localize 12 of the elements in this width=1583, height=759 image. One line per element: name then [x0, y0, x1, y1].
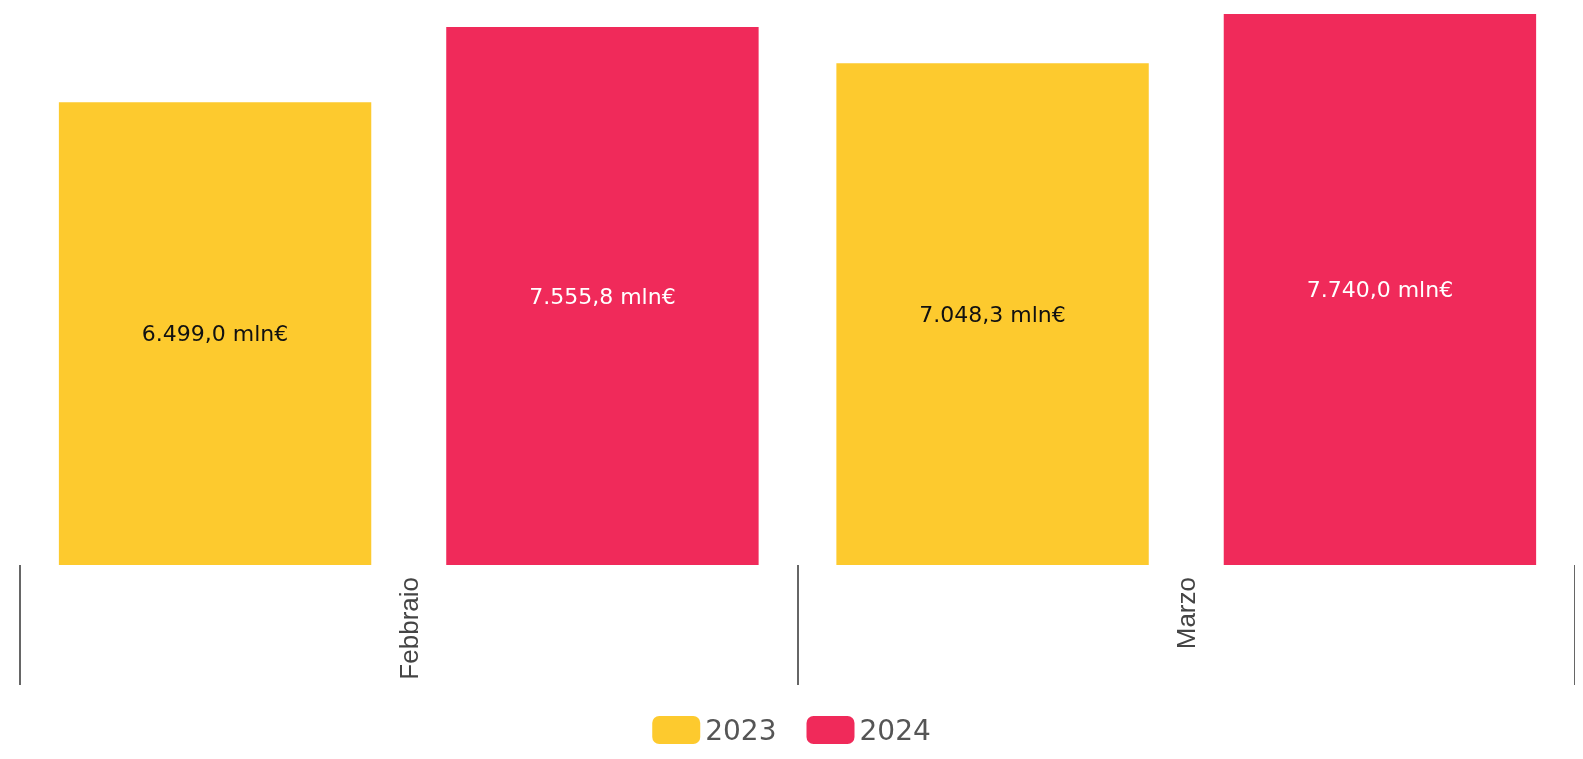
bar: [836, 63, 1149, 565]
data-label: 6.499,0 mln€: [141, 321, 289, 347]
x-tick-label: Marzo: [1171, 577, 1202, 650]
data-label: 7.740,0 mln€: [1306, 277, 1454, 302]
bar: [1223, 14, 1537, 565]
legend-label: 2024: [859, 713, 931, 747]
legend-label: 2023: [705, 713, 777, 747]
data-label: 7.048,3 mln€: [919, 301, 1066, 327]
bar: [58, 102, 372, 565]
data-label: 7.555,8 mln€: [529, 283, 676, 309]
x-tick-label: Febbraio: [393, 577, 424, 680]
bar: [446, 27, 759, 565]
